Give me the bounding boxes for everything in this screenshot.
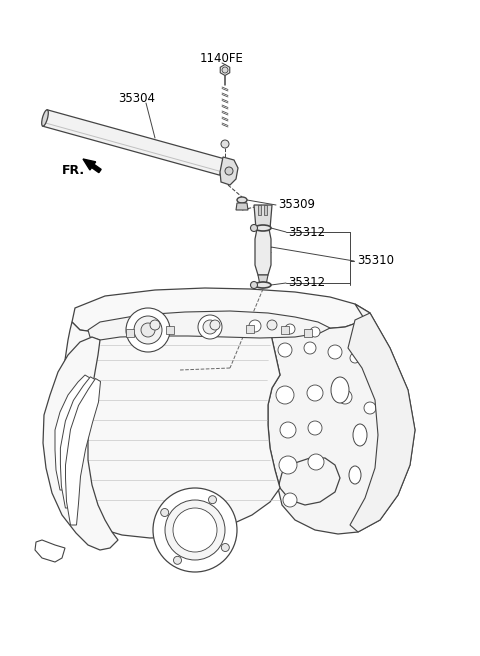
- Circle shape: [210, 320, 220, 330]
- Circle shape: [221, 140, 229, 148]
- Circle shape: [173, 556, 181, 564]
- Polygon shape: [43, 337, 118, 550]
- Polygon shape: [72, 288, 370, 332]
- Text: 35304: 35304: [118, 91, 155, 104]
- Ellipse shape: [349, 466, 361, 484]
- Ellipse shape: [331, 377, 349, 403]
- Circle shape: [198, 315, 222, 339]
- Circle shape: [249, 320, 261, 332]
- Circle shape: [364, 402, 376, 414]
- Circle shape: [225, 167, 233, 175]
- Polygon shape: [268, 304, 415, 534]
- Circle shape: [308, 421, 322, 435]
- Circle shape: [134, 316, 162, 344]
- Circle shape: [350, 353, 360, 363]
- Circle shape: [208, 496, 216, 504]
- Ellipse shape: [353, 424, 367, 446]
- Polygon shape: [220, 157, 238, 185]
- Polygon shape: [65, 379, 100, 525]
- Circle shape: [251, 224, 257, 232]
- Circle shape: [310, 327, 320, 337]
- Circle shape: [150, 320, 160, 330]
- Text: 35312: 35312: [288, 226, 325, 239]
- Circle shape: [165, 500, 225, 560]
- Ellipse shape: [255, 225, 271, 231]
- Ellipse shape: [42, 110, 48, 126]
- Circle shape: [221, 544, 229, 552]
- Circle shape: [222, 67, 228, 73]
- Circle shape: [279, 456, 297, 474]
- Circle shape: [203, 320, 217, 334]
- FancyArrow shape: [83, 159, 101, 173]
- Ellipse shape: [255, 282, 271, 288]
- Circle shape: [260, 282, 266, 288]
- Text: 1140FE: 1140FE: [200, 52, 244, 64]
- Polygon shape: [281, 326, 289, 334]
- Polygon shape: [255, 229, 271, 275]
- Polygon shape: [264, 205, 267, 215]
- Polygon shape: [35, 540, 65, 562]
- Circle shape: [267, 320, 277, 330]
- Circle shape: [276, 386, 294, 404]
- Circle shape: [370, 363, 380, 373]
- Polygon shape: [44, 322, 280, 538]
- Polygon shape: [258, 275, 268, 285]
- Polygon shape: [236, 203, 248, 210]
- Polygon shape: [60, 377, 96, 508]
- Circle shape: [308, 454, 324, 470]
- Circle shape: [126, 308, 170, 352]
- Circle shape: [285, 324, 295, 334]
- Circle shape: [283, 493, 297, 507]
- Text: 35310: 35310: [357, 255, 394, 268]
- Polygon shape: [304, 329, 312, 337]
- Circle shape: [280, 422, 296, 438]
- Text: 35312: 35312: [288, 276, 325, 289]
- Text: FR.: FR.: [62, 163, 85, 176]
- Polygon shape: [254, 205, 272, 229]
- Circle shape: [338, 390, 352, 404]
- Polygon shape: [348, 313, 415, 532]
- Polygon shape: [220, 64, 230, 75]
- Circle shape: [328, 345, 342, 359]
- Polygon shape: [88, 311, 330, 340]
- Circle shape: [173, 508, 217, 552]
- Circle shape: [141, 323, 155, 337]
- Circle shape: [161, 508, 168, 516]
- Text: 35309: 35309: [278, 199, 315, 211]
- Circle shape: [153, 488, 237, 572]
- Polygon shape: [166, 326, 174, 334]
- Circle shape: [307, 385, 323, 401]
- Ellipse shape: [237, 197, 247, 203]
- Polygon shape: [126, 329, 134, 337]
- Polygon shape: [258, 205, 261, 215]
- Polygon shape: [43, 110, 224, 175]
- Polygon shape: [55, 375, 90, 490]
- Circle shape: [304, 342, 316, 354]
- Circle shape: [251, 281, 257, 289]
- Circle shape: [278, 343, 292, 357]
- Polygon shape: [246, 325, 254, 333]
